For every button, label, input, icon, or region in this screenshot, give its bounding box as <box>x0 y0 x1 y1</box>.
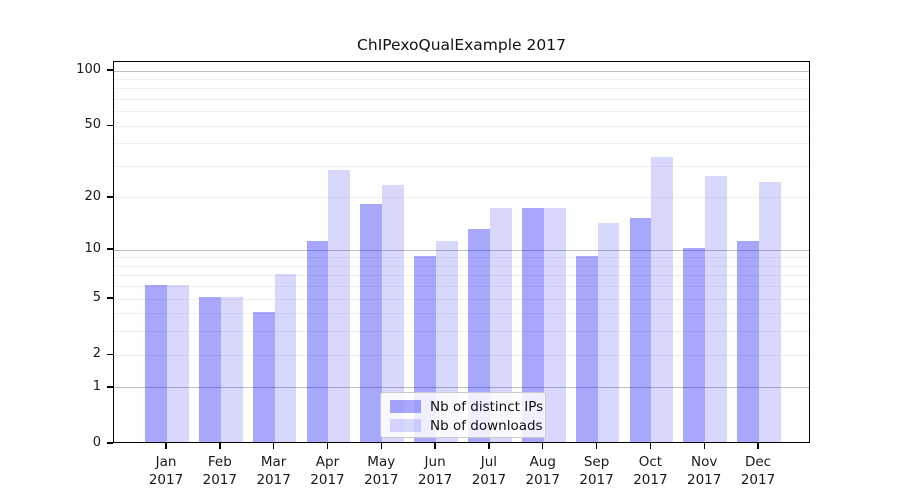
bar-dec-downloads <box>759 181 781 442</box>
bar-jul-downloads <box>489 208 512 442</box>
x-tick-mark-jun <box>434 443 436 449</box>
gridline-10 <box>114 249 809 251</box>
gridline-70 <box>114 98 809 100</box>
y-tick-mark-10 <box>107 248 113 250</box>
bar-mar-downloads <box>274 273 297 442</box>
bar-apr-distinct-ips <box>306 241 329 442</box>
x-tick-label-oct: Oct 2017 <box>633 454 668 488</box>
x-tick-label-mar: Mar 2017 <box>256 454 291 488</box>
gridline-20 <box>114 197 809 199</box>
x-tick-mark-oct <box>649 443 652 449</box>
y-tick-mark-50 <box>107 124 113 126</box>
gridline-9 <box>114 257 809 259</box>
bar-sep-downloads <box>597 223 620 442</box>
gridline-40 <box>114 143 809 145</box>
x-tick-label-nov: Nov 2017 <box>687 454 722 488</box>
y-tick-label-10: 10 <box>84 241 101 257</box>
x-tick-label-feb: Feb 2017 <box>202 454 237 488</box>
y-tick-mark-5 <box>107 297 113 299</box>
y-tick-label-100: 100 <box>76 62 101 77</box>
y-tick-label-20: 20 <box>84 188 101 204</box>
bar-nov-downloads <box>705 175 727 442</box>
bar-apr-downloads <box>328 169 351 442</box>
x-tick-label-jul: Jul 2017 <box>471 454 507 488</box>
x-tick-mark-aug <box>542 443 544 449</box>
gridline-1 <box>114 387 809 389</box>
y-tick-mark-2 <box>107 353 113 355</box>
gridline-4 <box>114 313 809 315</box>
gridline-7 <box>114 275 809 277</box>
x-tick-mark-jan <box>165 443 167 449</box>
bar-feb-distinct-ips <box>199 297 221 442</box>
bar-dec-distinct-ips <box>737 241 760 442</box>
x-tick-mark-nov <box>703 443 705 449</box>
y-tick-mark-1 <box>107 386 113 388</box>
legend-swatch-downloads <box>390 419 421 432</box>
bar-jun-downloads <box>436 241 458 442</box>
x-tick-mark-dec <box>757 443 759 449</box>
x-tick-mark-mar <box>272 443 275 449</box>
bar-may-distinct-ips <box>360 204 383 442</box>
y-tick-mark-20 <box>107 196 113 198</box>
x-tick-mark-apr <box>326 443 329 449</box>
bar-aug-downloads <box>543 208 566 442</box>
gridline-90 <box>114 78 809 80</box>
legend-label-downloads: Nb of downloads <box>430 417 543 434</box>
y-tick-label-2: 2 <box>92 346 101 362</box>
gridline-2 <box>114 354 809 356</box>
legend-swatch-distinct-ips <box>390 400 421 413</box>
gridline-100 <box>114 70 809 72</box>
legend-item-distinct-ips: Nb of distinct IPs <box>390 397 545 416</box>
bar-oct-downloads <box>651 157 674 442</box>
y-tick-mark-100 <box>107 69 113 71</box>
y-tick-label-5: 5 <box>92 290 101 306</box>
bar-feb-downloads <box>220 297 243 442</box>
bar-oct-distinct-ips <box>629 217 652 442</box>
chart-title: ChIPexoQualExample 2017 <box>357 36 566 54</box>
y-tick-label-0: 0 <box>92 435 101 450</box>
gridline-8 <box>114 265 809 267</box>
y-tick-label-50: 50 <box>84 117 101 133</box>
y-tick-mark-0 <box>107 442 113 444</box>
bar-may-downloads <box>382 185 405 442</box>
legend: Nb of distinct IPs Nb of downloads <box>380 392 546 438</box>
gridline-60 <box>114 111 809 113</box>
x-tick-label-jun: Jun 2017 <box>417 454 453 488</box>
x-tick-mark-may <box>380 443 382 449</box>
bar-mar-distinct-ips <box>252 311 275 442</box>
gridline-30 <box>114 165 809 167</box>
x-tick-label-sep: Sep 2017 <box>579 454 614 488</box>
legend-item-downloads: Nb of downloads <box>390 416 545 435</box>
x-tick-label-aug: Aug 2017 <box>525 454 560 488</box>
gridline-80 <box>114 88 809 90</box>
x-tick-mark-jul <box>488 443 490 449</box>
x-tick-label-apr: Apr 2017 <box>310 454 345 488</box>
x-tick-mark-feb <box>219 443 221 449</box>
x-tick-mark-sep <box>595 443 598 449</box>
bar-jan-downloads <box>167 284 189 442</box>
gridline-5 <box>114 298 809 300</box>
bar-jul-distinct-ips <box>468 228 490 442</box>
bar-nov-distinct-ips <box>683 248 706 442</box>
bar-aug-distinct-ips <box>521 208 544 442</box>
bar-sep-distinct-ips <box>575 255 598 442</box>
gridline-3 <box>114 331 809 333</box>
x-tick-label-may: May 2017 <box>364 454 399 488</box>
plot-area: Nb of distinct IPs Nb of downloads <box>113 61 810 443</box>
x-tick-label-dec: Dec 2017 <box>740 454 776 488</box>
gridline-6 <box>114 286 809 288</box>
bar-jan-distinct-ips <box>145 284 167 442</box>
legend-label-distinct-ips: Nb of distinct IPs <box>430 398 544 415</box>
x-tick-label-jan: Jan 2017 <box>148 454 184 488</box>
gridline-50 <box>114 125 809 127</box>
y-tick-label-1: 1 <box>92 378 101 394</box>
